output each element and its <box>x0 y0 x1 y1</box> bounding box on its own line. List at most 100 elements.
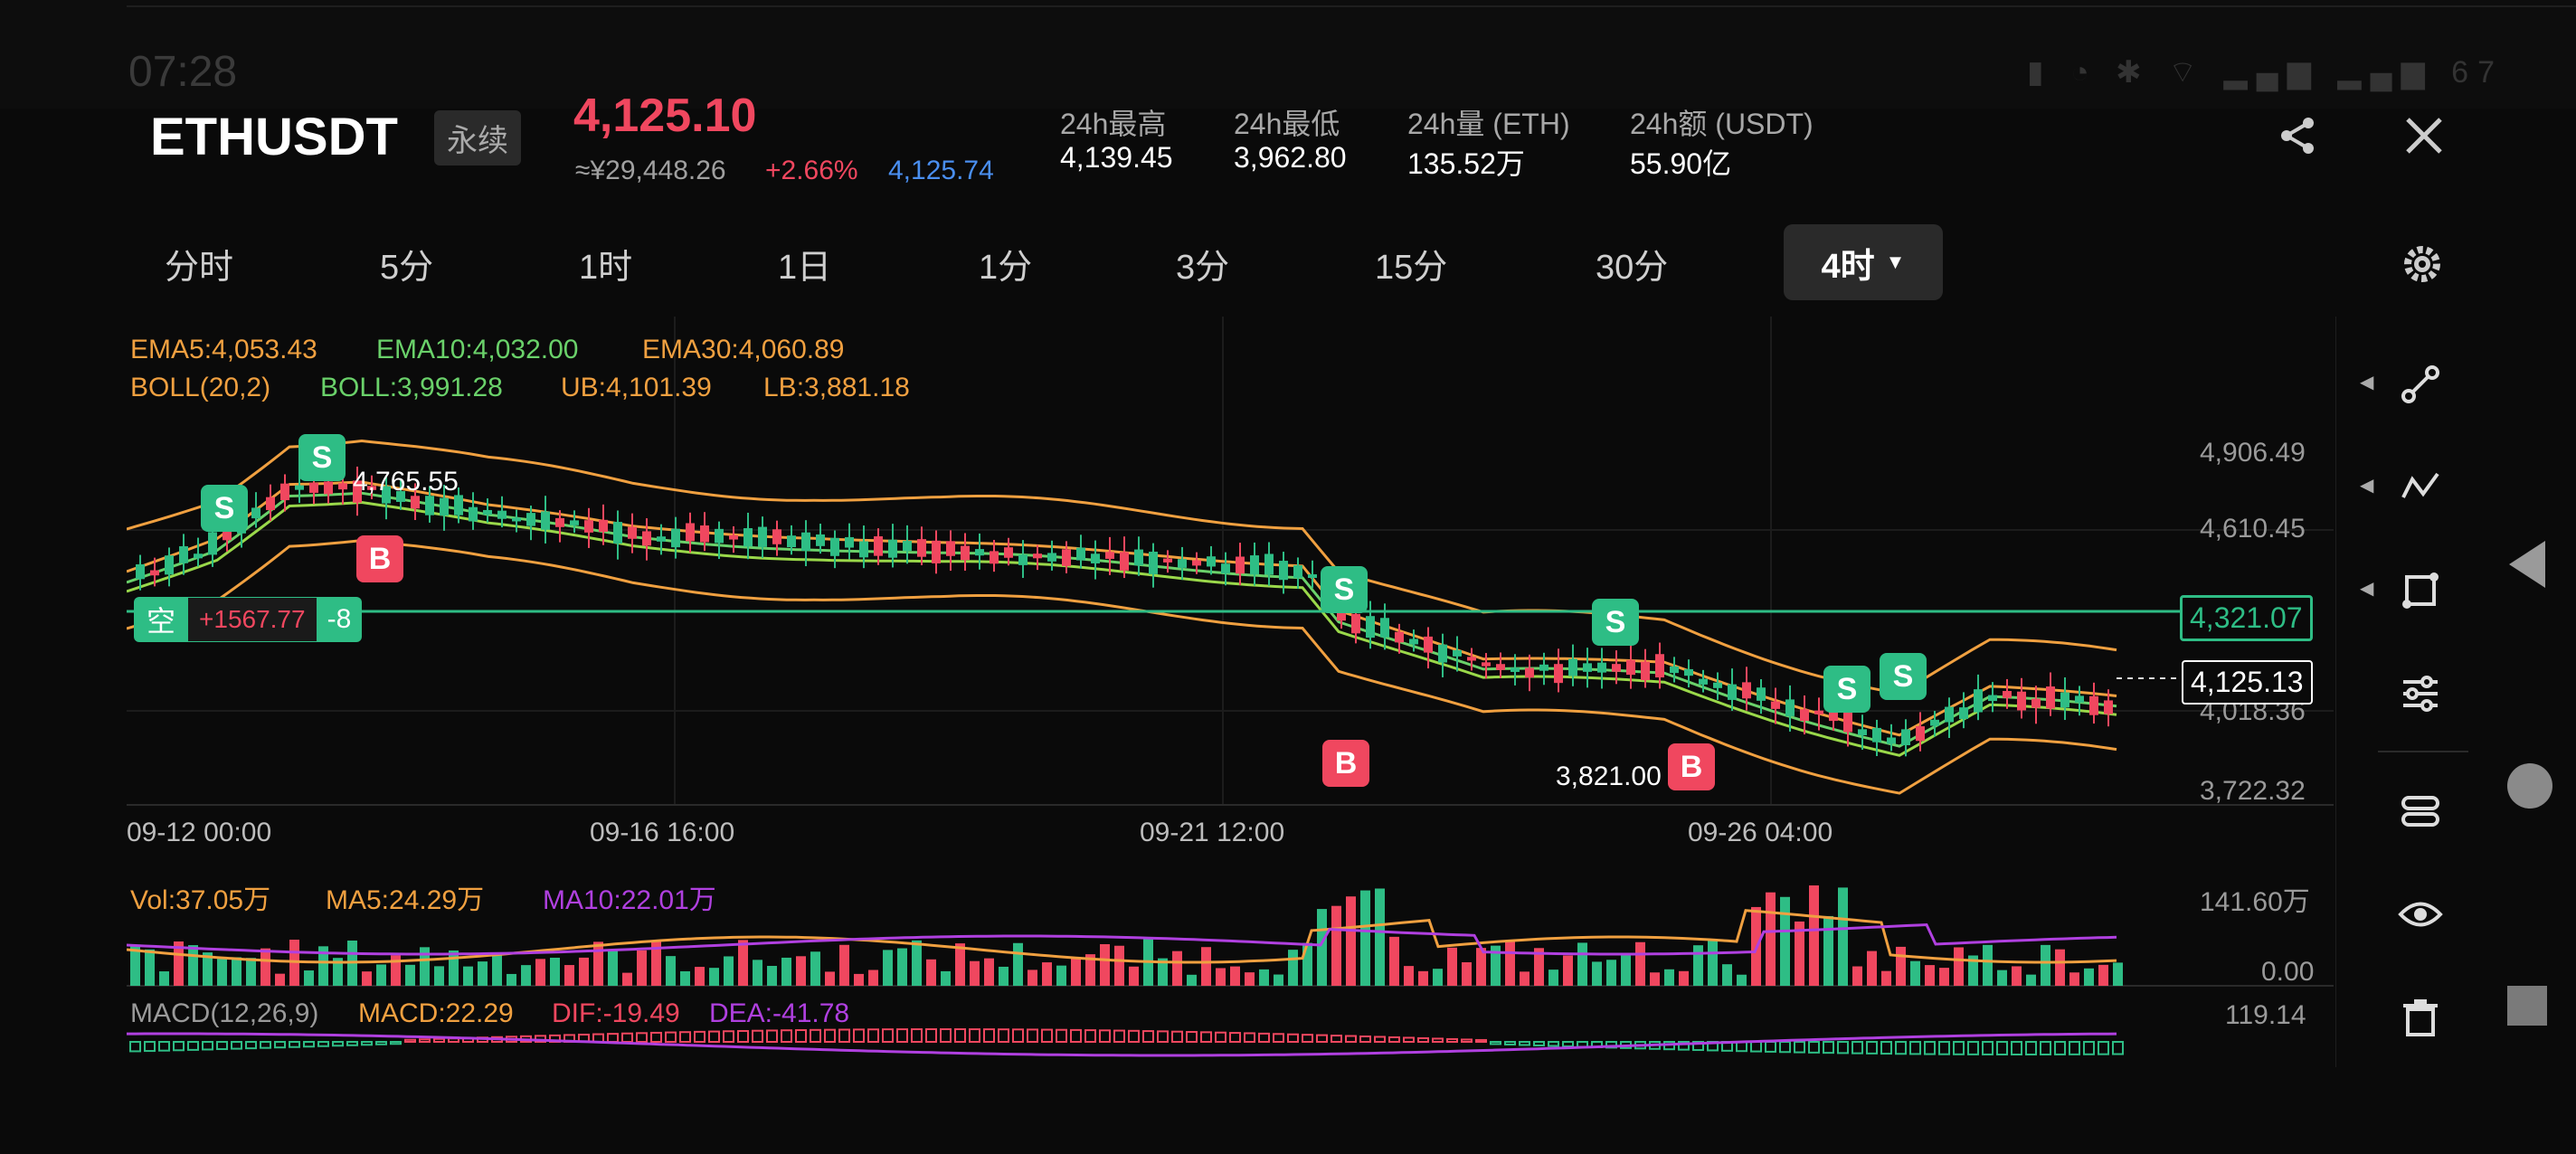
eye-icon[interactable] <box>2389 883 2452 946</box>
candle-body <box>1974 689 1983 713</box>
volume-bar <box>810 951 820 986</box>
volume-bar <box>391 955 401 986</box>
volume-bar <box>1216 968 1226 986</box>
volume-bar <box>535 959 545 986</box>
volume-bar <box>1056 965 1066 986</box>
volume-bar <box>1548 970 1558 986</box>
share-icon[interactable] <box>2268 107 2326 165</box>
expand-arrow-icon[interactable]: ◀ <box>2360 476 2374 496</box>
macd-bar <box>1417 1036 1429 1044</box>
candle-body <box>1279 561 1288 581</box>
expand-arrow-icon[interactable]: ◀ <box>2360 579 2374 599</box>
symbol-title[interactable]: ETHUSDT <box>150 108 398 166</box>
boll-mid-legend: BOLL:3,991.28 <box>320 373 503 402</box>
macd-bar <box>216 1041 228 1051</box>
volume-bar <box>492 952 502 986</box>
tab-timeframe-4h-active[interactable]: 4时 ▼ <box>1784 224 1943 300</box>
tab-timeframe-1m[interactable]: 1分 <box>979 249 1033 287</box>
tab-timeframe-15m[interactable]: 15分 <box>1375 249 1448 287</box>
candle-body <box>1264 553 1274 575</box>
macd-bar <box>969 1028 980 1043</box>
macd-legend: MACD(12,26,9) <box>130 998 319 1028</box>
expand-arrow-icon[interactable]: ◀ <box>2360 373 2374 393</box>
volume-bar <box>1693 945 1703 986</box>
candle-body <box>830 537 839 556</box>
sell-marker[interactable]: S <box>1880 653 1927 700</box>
stat-high-label: 24h最高 <box>1060 108 1167 140</box>
candle-body <box>570 520 579 525</box>
trend-icon[interactable] <box>2389 456 2452 519</box>
trash-icon[interactable] <box>2389 986 2452 1049</box>
last-price: 4,125.10 <box>573 90 757 142</box>
volume-bar <box>405 964 415 986</box>
macd-bar <box>1938 1041 1950 1055</box>
macd-bar <box>1895 1041 1907 1055</box>
macd-bar <box>404 1038 416 1043</box>
home-circle-icon[interactable] <box>2505 761 2554 815</box>
layers-icon[interactable] <box>2389 780 2452 843</box>
volume-bar <box>1505 941 1515 986</box>
position-badge[interactable]: 空 +1567.77 -8 <box>134 597 363 642</box>
volume-bar <box>1838 887 1848 986</box>
boll-ub-legend: UB:4,101.39 <box>561 373 712 402</box>
volume-bar <box>1259 969 1269 986</box>
macd-bar <box>1779 1041 1791 1054</box>
chart-grid <box>127 317 2334 987</box>
tab-timeframe-1d[interactable]: 1日 <box>778 249 832 287</box>
battery-level: 67 <box>2451 55 2504 90</box>
macd-bar <box>1967 1041 1979 1055</box>
position-entry-price-tag[interactable]: 4,321.07 <box>2180 595 2313 641</box>
volume-bar <box>376 964 386 986</box>
candle-body <box>1062 549 1071 566</box>
buy-marker[interactable]: B <box>1322 740 1369 787</box>
volume-bar <box>260 948 270 986</box>
sell-marker[interactable]: S <box>1321 566 1368 613</box>
macd-bar <box>173 1041 185 1052</box>
tab-timeframe-share[interactable]: 分时 <box>165 249 234 287</box>
candle-body <box>1380 618 1389 638</box>
tab-timeframe-30m[interactable]: 30分 <box>1596 249 1669 287</box>
sell-marker[interactable]: S <box>1592 599 1639 646</box>
macd-bar <box>1287 1033 1299 1044</box>
settings-sliders-icon[interactable] <box>2389 662 2452 725</box>
macd-bar <box>665 1031 677 1044</box>
buy-marker[interactable]: B <box>1668 743 1715 790</box>
candle-body <box>324 481 333 495</box>
date-axis-label: 09-16 16:00 <box>590 818 735 847</box>
buy-marker[interactable]: B <box>356 535 403 582</box>
stat-high-value: 4,139.45 <box>1060 141 1173 174</box>
volume-bar <box>1462 961 1472 986</box>
candle-body <box>367 486 376 490</box>
volume-bar <box>1042 962 1052 986</box>
volume-bar <box>188 945 198 986</box>
volume-bar <box>651 941 661 986</box>
ema5-legend: EMA5:4,053.43 <box>130 335 317 364</box>
macd-bar <box>1562 1041 1574 1047</box>
candle-body <box>1814 710 1823 714</box>
volume-bar <box>912 940 922 986</box>
close-icon[interactable] <box>2395 107 2453 165</box>
recents-square-icon[interactable] <box>2505 984 2549 1032</box>
macd-bar <box>1084 1029 1096 1044</box>
macd-bar <box>925 1028 937 1043</box>
tab-timeframe-5m[interactable]: 5分 <box>380 249 434 287</box>
candle-body <box>1120 552 1129 571</box>
volume-bar <box>1809 885 1819 986</box>
sell-marker[interactable]: S <box>201 485 248 532</box>
candle-body <box>223 531 232 541</box>
back-triangle-icon[interactable] <box>2505 539 2549 594</box>
chart-settings-gear-icon[interactable] <box>2393 235 2451 293</box>
sell-marker[interactable]: S <box>1823 666 1870 713</box>
shape-icon[interactable] <box>2389 559 2452 622</box>
sell-marker[interactable]: S <box>298 434 346 481</box>
draw-line-icon[interactable] <box>2389 353 2452 416</box>
volume-bar <box>246 958 256 986</box>
candle-body <box>1467 657 1476 661</box>
tab-timeframe-1h[interactable]: 1时 <box>579 249 633 287</box>
volume-bar <box>724 956 734 986</box>
macd-bar <box>1866 1041 1878 1055</box>
volume-bar <box>854 973 864 986</box>
tab-timeframe-3m[interactable]: 3分 <box>1176 249 1230 287</box>
candle-body <box>454 495 463 516</box>
kline-chart[interactable] <box>127 317 2335 1067</box>
